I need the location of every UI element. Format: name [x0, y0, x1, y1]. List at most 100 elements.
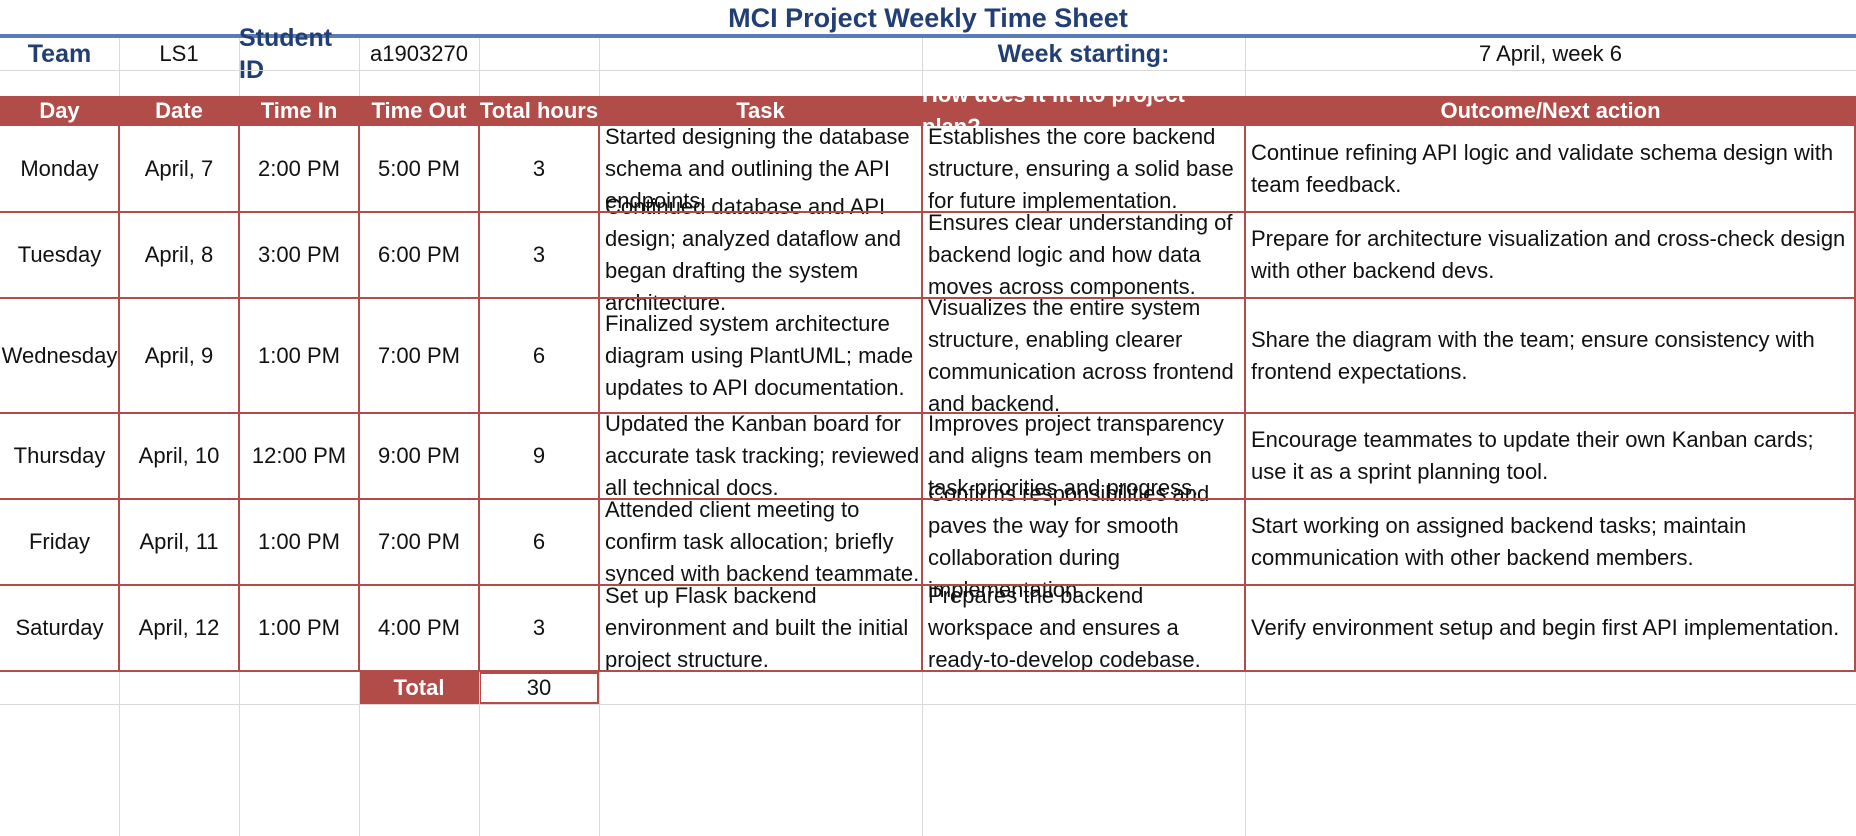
- task-cell[interactable]: Attended client meeting to confirm task …: [599, 497, 922, 586]
- task-cell[interactable]: Updated the Kanban board for accurate ta…: [599, 411, 922, 500]
- date-cell[interactable]: April, 11: [119, 499, 239, 585]
- outcome-cell[interactable]: Encourage teammates to update their own …: [1245, 413, 1856, 499]
- time-in-cell[interactable]: 2:00 PM: [239, 126, 359, 212]
- time-out-cell[interactable]: 7:00 PM: [359, 499, 479, 585]
- time-out-cell[interactable]: 4:00 PM: [359, 585, 479, 671]
- table-border-horizontal: [0, 498, 1856, 500]
- hours-cell[interactable]: 3: [479, 585, 599, 671]
- total-hours-value[interactable]: 30: [479, 672, 599, 704]
- gridline-vertical: [359, 672, 360, 836]
- hours-cell-text: 6: [532, 529, 546, 554]
- column-header: Date: [119, 96, 239, 126]
- time-out-cell-text: 6:00 PM: [378, 242, 460, 267]
- plan-fit-cell-text: Confirms responsibilities and paves the …: [928, 481, 1210, 602]
- task-cell[interactable]: Started designing the database schema an…: [599, 124, 922, 213]
- plan-fit-cell[interactable]: Establishes the core backend structure, …: [922, 124, 1245, 213]
- week-starting-label: Week starting:: [922, 38, 1245, 70]
- gridline-vertical: [922, 38, 923, 96]
- outcome-cell-text: Share the diagram with the team; ensure …: [1251, 326, 1815, 384]
- date-cell[interactable]: April, 12: [119, 585, 239, 671]
- column-header: Task: [599, 96, 922, 126]
- time-out-cell-text: 4:00 PM: [378, 615, 460, 640]
- hours-cell-text: 3: [532, 242, 546, 267]
- outcome-cell[interactable]: Verify environment setup and begin first…: [1245, 585, 1856, 671]
- gridline-horizontal: [0, 70, 1856, 71]
- day-cell-text: Tuesday: [17, 242, 102, 267]
- time-in-cell-text: 1:00 PM: [258, 342, 340, 368]
- outcome-cell[interactable]: Prepare for architecture visualization a…: [1245, 212, 1856, 298]
- day-cell[interactable]: Saturday: [0, 585, 119, 671]
- outcome-cell-text: Prepare for architecture visualization a…: [1251, 226, 1846, 283]
- time-in-cell[interactable]: 1:00 PM: [239, 585, 359, 671]
- plan-fit-cell[interactable]: Prepares the backend workspace and ensur…: [922, 583, 1245, 672]
- hours-cell[interactable]: 6: [479, 298, 599, 413]
- gridline-vertical: [239, 672, 240, 836]
- outcome-cell[interactable]: Share the diagram with the team; ensure …: [1245, 298, 1856, 413]
- task-cell-text: Attended client meeting to confirm task …: [605, 497, 920, 586]
- time-out-cell[interactable]: 9:00 PM: [359, 413, 479, 499]
- column-header: Time Out: [359, 96, 479, 126]
- day-cell[interactable]: Tuesday: [0, 212, 119, 298]
- total-hours-text: 30: [526, 675, 552, 700]
- table-border-vertical: [598, 126, 600, 671]
- day-cell[interactable]: Thursday: [0, 413, 119, 499]
- team-label: Team: [0, 38, 119, 70]
- task-cell[interactable]: Continued database and API design; analy…: [599, 194, 922, 315]
- column-header: Outcome/Next action: [1245, 96, 1856, 126]
- page-title: MCI Project Weekly Time Sheet: [728, 3, 1128, 33]
- table-border-vertical: [1244, 126, 1246, 671]
- plan-fit-cell-text: Prepares the backend workspace and ensur…: [928, 583, 1201, 672]
- table-border-vertical: [118, 126, 120, 671]
- time-out-cell-text: 7:00 PM: [378, 342, 460, 368]
- student-id-value-text: a1903270: [370, 41, 468, 66]
- hours-cell[interactable]: 9: [479, 413, 599, 499]
- outcome-cell[interactable]: Continue refining API logic and validate…: [1245, 126, 1856, 212]
- table-border-vertical: [358, 126, 360, 671]
- plan-fit-cell-text: Establishes the core backend structure, …: [928, 124, 1234, 213]
- time-in-cell[interactable]: 12:00 PM: [239, 413, 359, 499]
- task-cell[interactable]: Set up Flask backend environment and bui…: [599, 583, 922, 672]
- outcome-cell-text: Start working on assigned backend tasks;…: [1251, 513, 1747, 570]
- plan-fit-cell[interactable]: Ensures clear understanding of backend l…: [922, 210, 1245, 299]
- date-cell[interactable]: April, 9: [119, 298, 239, 413]
- time-in-cell-text: 2:00 PM: [258, 156, 340, 181]
- student-id-label-text: Student ID: [239, 24, 333, 84]
- week-starting-value[interactable]: 7 April, week 6: [1245, 38, 1856, 70]
- student-id-label: Student ID: [239, 24, 359, 84]
- day-cell[interactable]: Wednesday: [0, 298, 119, 413]
- time-out-cell[interactable]: 7:00 PM: [359, 298, 479, 413]
- time-in-cell[interactable]: 3:00 PM: [239, 212, 359, 298]
- date-cell-text: April, 12: [138, 615, 220, 640]
- time-in-cell-text: 1:00 PM: [258, 615, 340, 640]
- outcome-cell[interactable]: Start working on assigned backend tasks;…: [1245, 499, 1856, 585]
- table-border-horizontal: [0, 297, 1856, 299]
- date-cell[interactable]: April, 7: [119, 126, 239, 212]
- day-cell[interactable]: Friday: [0, 499, 119, 585]
- gridline-vertical: [119, 38, 120, 96]
- time-out-cell[interactable]: 5:00 PM: [359, 126, 479, 212]
- plan-fit-cell[interactable]: Confirms responsibilities and paves the …: [922, 481, 1245, 602]
- plan-fit-cell[interactable]: Improves project transparency and aligns…: [922, 411, 1245, 500]
- gridline-vertical: [119, 672, 120, 836]
- outcome-cell-text: Continue refining API logic and validate…: [1251, 140, 1834, 197]
- date-cell[interactable]: April, 8: [119, 212, 239, 298]
- hours-cell[interactable]: 3: [479, 212, 599, 298]
- date-cell[interactable]: April, 10: [119, 413, 239, 499]
- hours-cell-text: 6: [532, 342, 546, 368]
- student-id-value[interactable]: a1903270: [359, 38, 479, 70]
- hours-cell[interactable]: 3: [479, 126, 599, 212]
- plan-fit-cell[interactable]: Visualizes the entire system structure, …: [922, 295, 1245, 416]
- time-out-cell[interactable]: 6:00 PM: [359, 212, 479, 298]
- time-out-cell-text: 7:00 PM: [378, 529, 460, 554]
- table-border-vertical: [1854, 96, 1856, 671]
- total-label: Total: [359, 672, 479, 704]
- column-header: Time In: [239, 96, 359, 126]
- time-in-cell[interactable]: 1:00 PM: [239, 298, 359, 413]
- day-cell-text: Monday: [20, 156, 99, 181]
- task-cell[interactable]: Finalized system architecture diagram us…: [599, 298, 922, 413]
- gridline-vertical: [479, 38, 480, 96]
- time-in-cell[interactable]: 1:00 PM: [239, 499, 359, 585]
- hours-cell[interactable]: 6: [479, 499, 599, 585]
- day-cell[interactable]: Monday: [0, 126, 119, 212]
- team-value[interactable]: LS1: [119, 38, 239, 70]
